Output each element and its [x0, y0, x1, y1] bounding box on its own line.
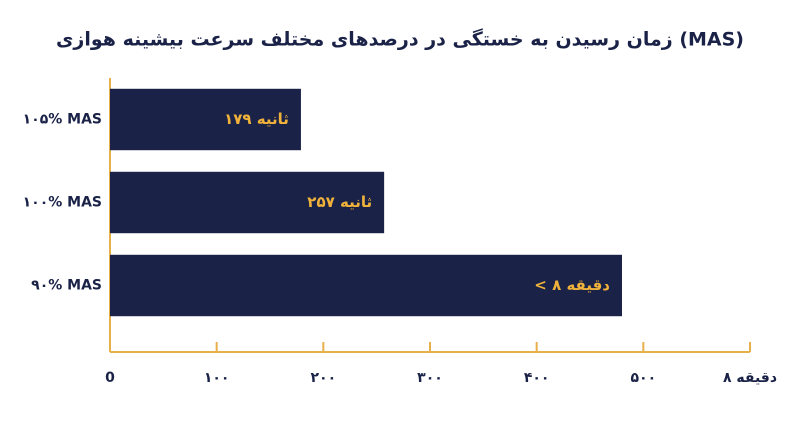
x-tick-label: ۵۰۰ — [631, 370, 657, 386]
value-label: ۱۷۹ ثانیه — [224, 110, 289, 128]
value-label: < ۸ دقیقه — [534, 276, 610, 294]
x-tick-label: ۱۰۰ — [204, 370, 230, 386]
chart-title: زمان رسیدن به خستگی در درصدهای مختلف سرع… — [56, 28, 744, 51]
y-tick-label: ۹۰% MAS — [31, 278, 102, 294]
x-tick-label: 0 — [105, 370, 115, 386]
bar — [110, 171, 385, 234]
value-label: ۲۵۷ ثانیه — [307, 193, 372, 211]
y-tick-label: ۱۰۵% MAS — [23, 112, 102, 128]
x-tick-label: ۳۰۰ — [417, 370, 443, 386]
x-tick-label: ۲۰۰ — [311, 370, 337, 386]
bar — [110, 254, 622, 317]
bar — [110, 88, 301, 151]
x-tick-label: ۴۰۰ — [524, 370, 550, 386]
x-tick-label: ۸ دقیقه — [723, 370, 777, 386]
y-tick-label: ۱۰۰% MAS — [23, 195, 102, 211]
